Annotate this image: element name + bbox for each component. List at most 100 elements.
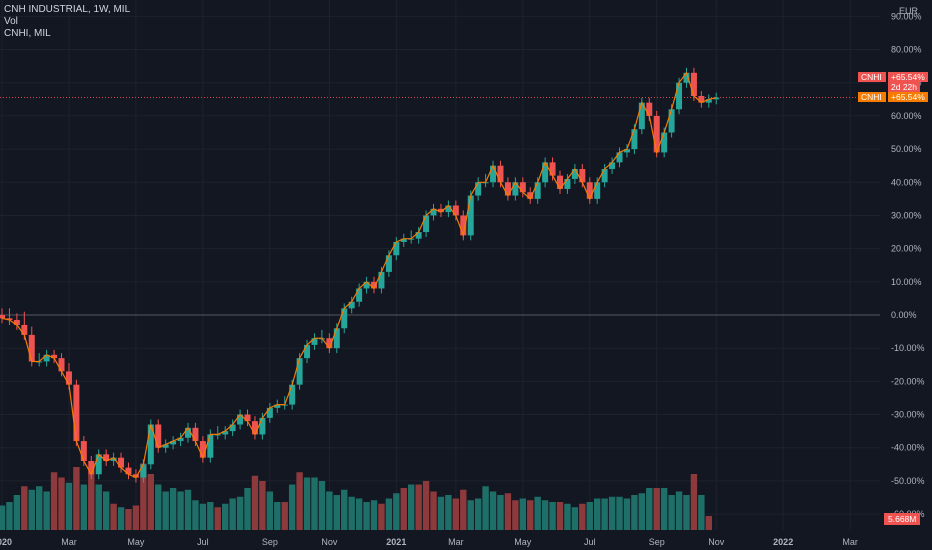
- candle: [177, 432, 184, 447]
- x-tick-label: Mar: [448, 537, 464, 547]
- volume-value-tag: 5.668M: [884, 513, 921, 525]
- main-value-tag: +65.54%: [888, 72, 928, 82]
- volume-bar: [474, 498, 482, 530]
- candle: [371, 276, 377, 294]
- volume-bar: [422, 481, 430, 530]
- compare-line: [1, 71, 717, 479]
- y-tick-label: 0.00%: [891, 310, 917, 320]
- candle: [229, 419, 236, 437]
- candle: [713, 92, 720, 105]
- volume-bar: [281, 502, 288, 530]
- currency-label: EUR: [899, 6, 919, 16]
- volume-bar: [288, 484, 296, 530]
- candle: [311, 333, 318, 350]
- volume-bar: [400, 488, 407, 530]
- candle: [527, 187, 534, 204]
- candle: [162, 439, 169, 453]
- candle: [393, 237, 400, 261]
- volume-bar: [132, 505, 140, 530]
- candle: [43, 349, 50, 367]
- candle: [467, 190, 474, 241]
- volume-bar: [13, 495, 21, 530]
- candle: [348, 296, 355, 314]
- candle: [103, 449, 110, 466]
- volume-bar: [608, 496, 616, 530]
- x-tick-label: Nov: [321, 537, 338, 547]
- volume-bar: [259, 481, 266, 530]
- volume-bar: [385, 498, 393, 530]
- candle: [430, 203, 437, 221]
- x-tick-label: Sep: [649, 537, 665, 547]
- candle: [222, 426, 229, 440]
- y-tick-label: 30.00%: [891, 210, 922, 220]
- candle: [132, 469, 139, 483]
- volume-bar: [363, 502, 370, 530]
- main-symbol-tag: CNHI: [858, 72, 886, 82]
- y-tick-label: -50.00%: [891, 476, 925, 486]
- x-tick-label: 2022: [773, 537, 793, 547]
- y-tick-label: -40.00%: [891, 443, 925, 453]
- volume-bar: [326, 491, 333, 530]
- volume-bars: [0, 463, 712, 530]
- volume-bar: [162, 491, 169, 530]
- y-tick-label: -20.00%: [891, 376, 925, 386]
- candle: [304, 339, 311, 364]
- x-tick-label: Jul: [197, 537, 209, 547]
- legend-title[interactable]: CNH INDUSTRIAL, 1W, MIL: [4, 4, 131, 15]
- candle: [356, 283, 363, 307]
- volume-bar: [445, 495, 452, 530]
- volume-bar: [244, 488, 251, 530]
- x-tick-label: Mar: [842, 537, 858, 547]
- candle: [6, 308, 13, 325]
- volume-bar: [519, 498, 526, 530]
- volume-bar: [698, 495, 705, 530]
- candle: [437, 203, 444, 218]
- candle: [237, 409, 244, 430]
- volume-bar: [177, 491, 184, 530]
- candle: [185, 422, 191, 443]
- volume-bar: [415, 484, 422, 530]
- volume-bar: [631, 495, 638, 530]
- volume-bar: [155, 484, 162, 530]
- volume-bar: [646, 488, 653, 530]
- volume-bar: [660, 488, 668, 530]
- volume-bar: [125, 509, 132, 530]
- volume-bar: [430, 491, 437, 530]
- legend-volume[interactable]: Vol: [4, 16, 18, 27]
- candle: [683, 67, 690, 88]
- volume-bar: [690, 474, 698, 530]
- volume-bar: [58, 477, 65, 530]
- volume-bar: [586, 502, 593, 530]
- volume-bar: [117, 507, 125, 530]
- volume-bar: [236, 496, 244, 530]
- candle: [118, 452, 125, 473]
- candle: [266, 402, 273, 423]
- candle: [564, 173, 571, 194]
- volume-bar: [251, 475, 259, 530]
- volume-bar: [199, 503, 207, 530]
- volume-bar: [36, 486, 43, 530]
- volume-bar: [80, 484, 88, 530]
- x-tick-label: Mar: [61, 537, 77, 547]
- legend-compare[interactable]: CNHI, MIL: [4, 28, 51, 39]
- volume-bar: [541, 500, 549, 530]
- y-tick-label: -10.00%: [891, 343, 925, 353]
- candle: [51, 349, 58, 364]
- volume-bar: [378, 503, 385, 530]
- y-tick-label: 90.00%: [891, 11, 922, 21]
- y-tick-label: 20.00%: [891, 244, 922, 254]
- volume-bar: [311, 477, 318, 530]
- volume-bar: [6, 502, 13, 530]
- x-axis[interactable]: 2020 Mar May Jul Sep Nov 2021 Mar May Jul Sep Nov 20…: [0, 537, 858, 547]
- candle: [170, 436, 177, 450]
- volume-bar: [348, 496, 355, 530]
- volume-bar: [534, 496, 541, 530]
- candle: [445, 200, 452, 218]
- x-tick-label: 2020: [0, 537, 12, 547]
- volume-bar: [623, 498, 631, 530]
- countdown-tag: 2d 22h: [888, 82, 920, 92]
- y-tick-label: 80.00%: [891, 45, 922, 55]
- volume-bar: [318, 481, 326, 530]
